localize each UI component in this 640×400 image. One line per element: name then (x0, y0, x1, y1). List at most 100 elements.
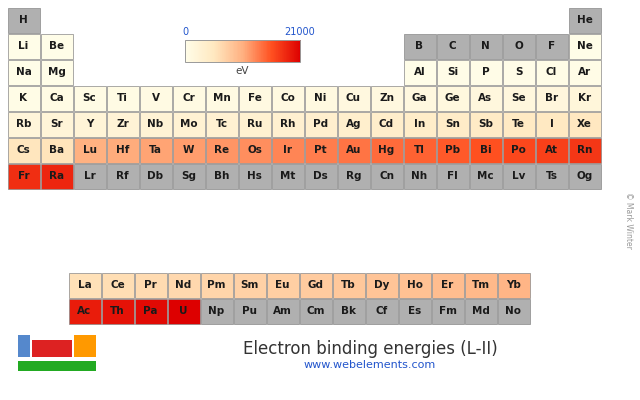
Bar (436, 112, 468, 136)
Text: Lv: Lv (512, 171, 525, 181)
Bar (227, 40, 228, 62)
Bar (260, 40, 261, 62)
Bar (140, 138, 172, 162)
Bar (536, 112, 568, 136)
Bar (205, 86, 237, 110)
Bar (229, 40, 230, 62)
Text: Pm: Pm (207, 280, 226, 290)
Bar (399, 272, 431, 298)
Bar (403, 138, 435, 162)
Bar (212, 40, 214, 62)
Bar (305, 86, 337, 110)
Bar (198, 40, 199, 62)
Text: Nb: Nb (147, 119, 164, 129)
Bar (266, 272, 298, 298)
Bar (186, 40, 187, 62)
Text: Pr: Pr (144, 280, 157, 290)
Text: S: S (515, 67, 522, 77)
Bar (568, 8, 600, 32)
Text: V: V (152, 93, 159, 103)
Text: Lr: Lr (84, 171, 95, 181)
Text: Be: Be (49, 41, 64, 51)
Bar (196, 40, 197, 62)
Text: Zn: Zn (379, 93, 394, 103)
Bar (74, 138, 106, 162)
Bar (262, 40, 263, 62)
Text: 0: 0 (182, 27, 188, 37)
Bar (250, 40, 252, 62)
Text: No: No (506, 306, 522, 316)
Text: Li: Li (19, 41, 29, 51)
Bar (189, 40, 190, 62)
Bar (253, 40, 255, 62)
Bar (209, 40, 210, 62)
Text: Se: Se (511, 93, 526, 103)
Bar (74, 112, 106, 136)
Bar (243, 40, 244, 62)
Text: Hf: Hf (116, 145, 129, 155)
Bar (102, 272, 134, 298)
Bar (436, 60, 468, 84)
Bar (248, 40, 250, 62)
Bar (300, 298, 332, 324)
Bar (436, 86, 468, 110)
Bar (237, 40, 238, 62)
Bar (173, 138, 205, 162)
Bar (204, 40, 205, 62)
Text: Ca: Ca (49, 93, 64, 103)
Bar (271, 138, 303, 162)
Bar (140, 86, 172, 110)
Text: 21000: 21000 (285, 27, 316, 37)
Bar (217, 40, 218, 62)
Bar (246, 40, 248, 62)
Text: Re: Re (214, 145, 229, 155)
Bar (214, 40, 215, 62)
Text: In: In (414, 119, 425, 129)
Bar (239, 86, 271, 110)
Bar (207, 40, 209, 62)
Bar (266, 40, 267, 62)
Text: Na: Na (15, 67, 31, 77)
Text: Zr: Zr (116, 119, 129, 129)
Text: Ba: Ba (49, 145, 64, 155)
Bar (208, 40, 209, 62)
Bar (289, 40, 290, 62)
Text: Sm: Sm (240, 280, 259, 290)
Bar (8, 34, 40, 58)
Bar (68, 272, 100, 298)
Text: Sr: Sr (50, 119, 63, 129)
Bar (235, 40, 236, 62)
Bar (200, 298, 232, 324)
Text: Fe: Fe (248, 93, 261, 103)
Text: Ga: Ga (412, 93, 428, 103)
Bar (371, 86, 403, 110)
Bar (436, 34, 468, 58)
Bar (260, 40, 261, 62)
Text: Tl: Tl (414, 145, 425, 155)
Bar (371, 112, 403, 136)
Bar (265, 40, 266, 62)
Bar (252, 40, 253, 62)
Bar (259, 40, 260, 62)
Bar (266, 298, 298, 324)
Bar (300, 272, 332, 298)
Text: W: W (183, 145, 195, 155)
Bar (194, 40, 195, 62)
Text: Ge: Ge (445, 93, 460, 103)
Bar (298, 40, 300, 62)
Bar (294, 40, 295, 62)
Text: Mt: Mt (280, 171, 295, 181)
Bar (300, 40, 301, 62)
Text: Pu: Pu (242, 306, 257, 316)
Text: U: U (179, 306, 188, 316)
Bar (245, 40, 246, 62)
Text: Np: Np (209, 306, 225, 316)
Text: Si: Si (447, 67, 458, 77)
Text: www.webelements.com: www.webelements.com (304, 360, 436, 370)
Bar (274, 40, 275, 62)
Text: Mo: Mo (180, 119, 197, 129)
Bar (216, 40, 217, 62)
Bar (502, 138, 534, 162)
Bar (230, 40, 231, 62)
Bar (536, 34, 568, 58)
